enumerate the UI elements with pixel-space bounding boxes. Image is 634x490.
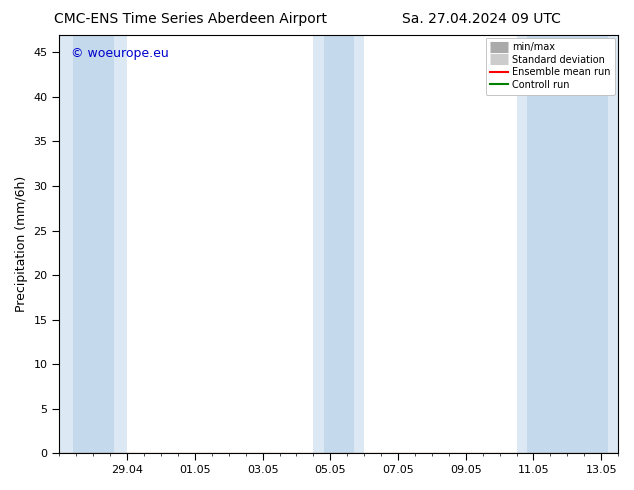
Text: CMC-ENS Time Series Aberdeen Airport: CMC-ENS Time Series Aberdeen Airport xyxy=(54,12,327,26)
Bar xyxy=(313,35,364,453)
Legend: min/max, Standard deviation, Ensemble mean run, Controll run: min/max, Standard deviation, Ensemble me… xyxy=(486,38,615,95)
Bar xyxy=(527,35,608,453)
Text: Sa. 27.04.2024 09 UTC: Sa. 27.04.2024 09 UTC xyxy=(403,12,561,26)
Bar xyxy=(73,35,113,453)
Bar xyxy=(60,35,127,453)
Bar xyxy=(517,35,618,453)
Y-axis label: Precipitation (mm/6h): Precipitation (mm/6h) xyxy=(15,176,28,312)
Bar xyxy=(323,35,354,453)
Text: © woeurope.eu: © woeurope.eu xyxy=(70,47,169,60)
